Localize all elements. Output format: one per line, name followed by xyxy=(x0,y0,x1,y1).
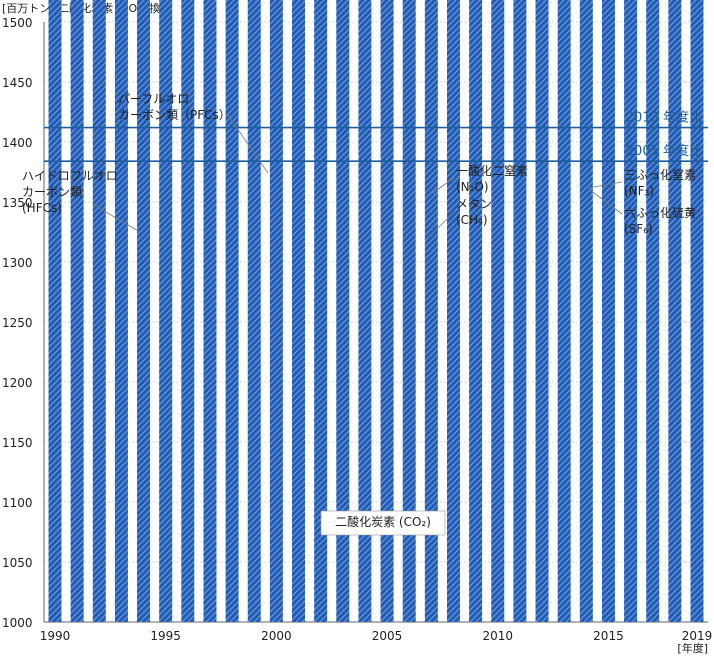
legend-label: ハイドロフルオロカーボン類(HFCs) xyxy=(22,169,118,215)
legend-label: メタン(CH₄) xyxy=(456,197,492,227)
legend-label: 一酸化二窒素(N₂O) xyxy=(456,163,528,194)
y-tick-label: 1150 xyxy=(2,436,33,450)
bar-segment xyxy=(336,0,350,622)
bar-segment xyxy=(446,0,460,623)
bar-segment xyxy=(314,0,328,622)
y-tick-label: 1250 xyxy=(2,316,33,330)
y-axis-label: [百万トン] 二酸化炭素 (CO₂) 換算 xyxy=(2,1,171,15)
leader-line xyxy=(93,204,141,233)
y-tick-label: 1450 xyxy=(2,76,33,90)
bar-segment xyxy=(513,0,527,622)
y-tick-label: 1050 xyxy=(2,556,33,570)
bar-segment xyxy=(159,0,173,623)
y-tick-label: 1300 xyxy=(2,256,33,270)
leader-line xyxy=(589,189,623,215)
y-tick-label: 1500 xyxy=(2,16,33,30)
bar-segment xyxy=(380,0,394,622)
bar-segment xyxy=(247,0,261,622)
bar-segment xyxy=(491,0,505,622)
y-tick-label: 1200 xyxy=(2,376,33,390)
label-box xyxy=(320,510,446,536)
bar-segment xyxy=(225,0,239,622)
x-tick-label: 2019 xyxy=(682,629,713,643)
x-tick-label: 2005 xyxy=(372,629,403,643)
x-tick-label: 2015 xyxy=(593,629,624,643)
bar-segment xyxy=(48,0,62,622)
bar-segment xyxy=(70,0,84,623)
x-tick-label: 2010 xyxy=(482,629,513,643)
reference-label: 2013 年度比 xyxy=(626,110,702,126)
bar-segment xyxy=(424,0,438,622)
legend-label: 二酸化炭素 (CO₂) xyxy=(335,514,431,529)
x-tick-label: 1990 xyxy=(40,629,71,643)
bar-segment xyxy=(535,0,549,622)
leader-line xyxy=(227,114,269,174)
bar-segment xyxy=(292,0,306,622)
legend-label: パーフルオロカーボン類（PFCs） xyxy=(118,92,231,122)
bar-segment xyxy=(668,0,682,622)
bar-segment xyxy=(358,0,372,622)
y-tick-label: 1100 xyxy=(2,496,33,510)
bar-segment xyxy=(646,0,660,623)
bar-segment xyxy=(137,0,151,622)
bar-segment xyxy=(690,0,704,622)
legend-label: 三ふっ化窒素(NF₃) xyxy=(624,167,696,198)
reference-label: 2005 年度比 xyxy=(626,143,702,159)
bar-segment xyxy=(181,0,195,622)
leader-line xyxy=(427,211,455,239)
bar-segment xyxy=(92,0,106,622)
y-tick-label: 1350 xyxy=(2,196,33,210)
x-tick-label: 1995 xyxy=(150,629,181,643)
bar-segment xyxy=(601,0,615,622)
bar-segment xyxy=(402,0,416,622)
x-axis-label: [年度] xyxy=(677,641,708,655)
x-tick-label: 2000 xyxy=(261,629,292,643)
y-tick-label: 1400 xyxy=(2,136,33,150)
leader-line xyxy=(430,177,455,195)
legend-label: 六ふっ化硫黄(SF₆) xyxy=(624,205,696,236)
bar-segment xyxy=(579,0,593,622)
bar-segment xyxy=(269,0,283,622)
bar-segment xyxy=(114,0,128,622)
bar-segment xyxy=(624,0,638,622)
y-tick-label: 1000 xyxy=(2,616,33,630)
leader-line xyxy=(587,181,623,189)
bar-segment xyxy=(469,0,483,622)
bar-segment xyxy=(557,0,571,622)
bar-segment xyxy=(203,0,217,622)
